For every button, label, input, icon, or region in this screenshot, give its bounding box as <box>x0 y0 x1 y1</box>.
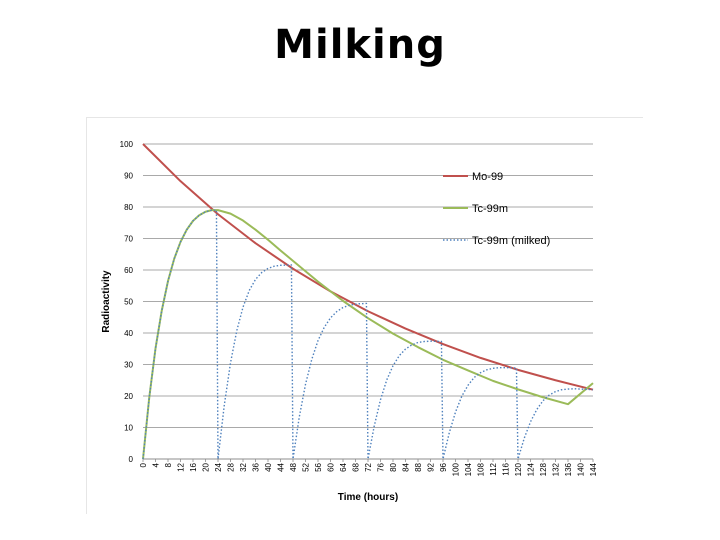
y-tick-label: 20 <box>124 392 133 401</box>
y-tick-labels: 0 10 20 30 40 50 60 70 80 90 100 <box>120 140 134 464</box>
slide-title: Milking <box>274 22 446 68</box>
x-tick-label: 36 <box>252 462 261 471</box>
x-tick-label: 100 <box>452 462 461 476</box>
legend-label: Mo-99 <box>472 171 503 183</box>
x-tick-label: 32 <box>239 462 248 471</box>
x-tick-label: 44 <box>277 462 286 471</box>
y-tick-label: 30 <box>124 361 133 370</box>
y-tick-label: 50 <box>124 298 133 307</box>
x-tick-label: 92 <box>427 462 436 471</box>
x-tick-label: 68 <box>352 462 361 471</box>
y-tick-label: 70 <box>124 235 133 244</box>
x-tick-label: 96 <box>439 462 448 471</box>
y-tick-label: 80 <box>124 203 133 212</box>
x-tick-labels: 0 4 8 12 16 20 24 28 32 36 40 44 48 52 56 60 64 68 72 76 80 8… <box>139 462 598 476</box>
gridlines <box>142 143 594 462</box>
x-tick-label: 28 <box>227 462 236 471</box>
y-tick-label: 10 <box>124 424 133 433</box>
y-tick-label: 100 <box>120 140 134 149</box>
y-tick-label: 90 <box>124 172 133 181</box>
x-tick-label: 8 <box>164 462 173 467</box>
x-tick-label: 56 <box>314 462 323 471</box>
legend-label: Tc-99m (milked) <box>472 235 550 247</box>
x-tick-label: 16 <box>189 462 198 471</box>
x-tick-label: 88 <box>414 462 423 471</box>
x-tick-label: 108 <box>477 462 486 476</box>
x-tick-label: 132 <box>552 462 561 476</box>
series-line-0 <box>142 143 594 391</box>
x-tick-label: 40 <box>264 462 273 471</box>
x-tick-label: 116 <box>502 462 511 475</box>
y-tick-label: 0 <box>129 455 134 464</box>
x-tick-label: 52 <box>302 462 311 471</box>
y-tick-label: 40 <box>124 329 133 338</box>
x-tick-label: 0 <box>139 462 148 467</box>
x-tick-label: 136 <box>564 462 573 476</box>
y-axis-title: Radioactivity <box>101 270 112 333</box>
y-tick-label: 60 <box>124 266 133 275</box>
x-tick-label: 140 <box>577 462 586 476</box>
x-tick-label: 124 <box>527 462 536 476</box>
x-tick-label: 112 <box>489 462 498 475</box>
x-tick-label: 48 <box>289 462 298 471</box>
x-tick-label: 24 <box>214 462 223 471</box>
x-tick-label: 20 <box>202 462 211 471</box>
x-tick-label: 64 <box>339 462 348 471</box>
x-tick-label: 84 <box>402 462 411 471</box>
x-tick-label: 128 <box>539 462 548 476</box>
x-tick-label: 120 <box>514 462 523 476</box>
x-tick-label: 12 <box>177 462 186 471</box>
legend-label: Tc-99m <box>472 203 508 215</box>
x-axis-title: Time (hours) <box>338 492 398 503</box>
series-lines <box>142 143 594 460</box>
x-tick-label: 80 <box>389 462 398 471</box>
x-tick-label: 60 <box>327 462 336 471</box>
x-tick-label: 4 <box>152 462 161 467</box>
x-tick-label: 76 <box>377 462 386 471</box>
chart-frame: 0 10 20 30 40 50 60 70 80 90 100 0 4 8 12 16 20 24 28 32 36… <box>86 117 643 514</box>
x-tick-label: 72 <box>364 462 373 471</box>
x-tick-label: 104 <box>464 462 473 476</box>
series-line-2 <box>142 209 594 460</box>
legend: Mo-99 Tc-99m Tc-99m (milked) <box>443 171 550 247</box>
x-tick-label: 144 <box>589 462 598 476</box>
